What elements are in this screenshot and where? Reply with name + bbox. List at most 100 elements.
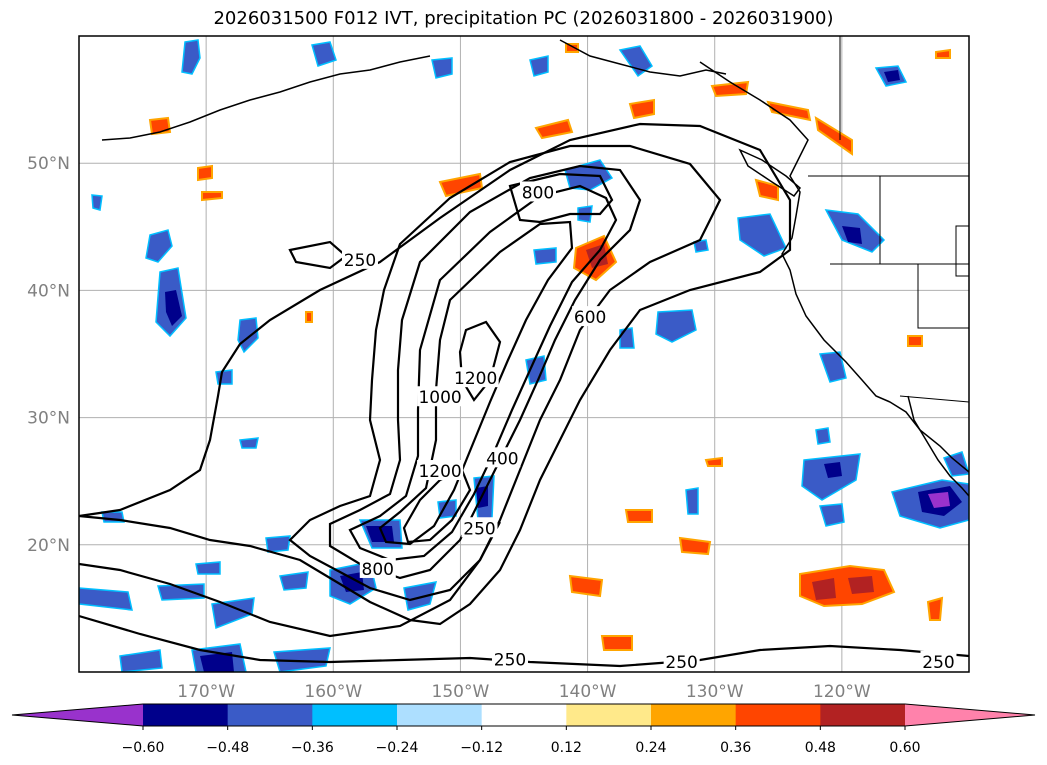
precip-area <box>534 118 574 140</box>
precip-area <box>215 369 233 385</box>
precip-area <box>311 41 337 67</box>
precip-area <box>200 652 234 672</box>
precip-area <box>239 437 259 449</box>
precip-area <box>815 427 831 445</box>
contour-label-bg <box>452 367 499 388</box>
ivt-contour-800 <box>348 184 618 562</box>
colorbar-segment <box>227 704 313 726</box>
contour-label: 400 <box>486 449 518 469</box>
precip-area <box>431 57 453 79</box>
contour-label: 1000 <box>418 388 461 408</box>
colorbar-tick-label: −0.12 <box>460 740 503 756</box>
colorbar-extend-min <box>12 704 143 726</box>
precip-area <box>181 39 201 75</box>
latitude-labels: 20°N 30°N 40°N 50°N <box>27 154 70 556</box>
precip-area <box>533 247 557 265</box>
lon-tick-label: 170°W <box>177 682 235 702</box>
precip-area <box>754 178 779 202</box>
lon-tick-label: 150°W <box>432 682 490 702</box>
alaska-coast <box>559 39 727 77</box>
colorbar-segment <box>481 704 567 726</box>
contour-label-bg <box>484 447 521 468</box>
state-borders <box>830 36 969 329</box>
colorbar-extend-max <box>905 704 1035 726</box>
contour-label-bg <box>417 386 464 407</box>
colorbar-tick-label: 0.24 <box>635 740 666 756</box>
precip-area <box>366 526 394 542</box>
colorbar: −0.60 −0.48 −0.36 −0.24 −0.12 0.12 0.24 0.36 0.4… <box>11 703 1036 756</box>
precip-area <box>237 317 259 354</box>
contour-label: 1200 <box>454 369 497 389</box>
lon-tick-label: 140°W <box>559 682 617 702</box>
colorbar-segment <box>397 704 483 726</box>
colorbar-tick-label: −0.36 <box>291 740 334 756</box>
contour-label-bg <box>359 557 396 578</box>
precip-area <box>525 355 547 385</box>
precip-area <box>928 492 950 508</box>
colorbar-tick-label: 0.36 <box>720 740 751 756</box>
ivt-contour-250-south <box>79 521 501 638</box>
colorbar-tick-label: −0.60 <box>122 740 165 756</box>
precip-area <box>403 581 438 611</box>
precip-area <box>812 578 836 600</box>
ivt-contour-400 <box>288 144 722 602</box>
precip-area <box>935 48 951 59</box>
precip-area <box>619 327 635 349</box>
precip-area <box>814 116 853 156</box>
mexico-border <box>899 395 969 403</box>
north-america-coast <box>699 61 969 473</box>
contour-label: 800 <box>522 183 554 203</box>
precip-area <box>79 587 133 611</box>
colorbar-segment <box>651 704 737 726</box>
precip-area <box>766 100 812 122</box>
contour-label: 1200 <box>418 462 461 482</box>
precip-area <box>710 80 750 98</box>
precip-area <box>437 499 457 519</box>
precip-area <box>737 213 788 257</box>
colorbar-tick-label: −0.24 <box>376 740 419 756</box>
colorbar-segment <box>143 704 229 726</box>
precip-area <box>305 311 313 323</box>
precip-area <box>568 574 604 598</box>
precip-area <box>157 583 205 601</box>
precip-area <box>704 456 723 467</box>
contour-label-bg <box>341 248 378 269</box>
precip-area <box>91 194 103 211</box>
precip-area <box>818 351 847 383</box>
ivt-contour-1000 <box>378 220 574 546</box>
chart-title: 2026031500 F012 IVT, precipitation PC (2… <box>213 8 834 29</box>
precip-area <box>201 191 223 202</box>
precipitation-field <box>79 39 969 672</box>
precip-area <box>529 55 549 77</box>
colorbar-tick-label: 0.48 <box>805 740 836 756</box>
precip-area <box>624 509 653 523</box>
lon-tick-label: 130°W <box>686 682 744 702</box>
contour-label-bg <box>492 648 529 669</box>
precip-area <box>165 290 182 326</box>
baja-coast <box>907 395 969 497</box>
contour-label: 250 <box>665 653 697 673</box>
colorbar-segment <box>820 704 906 726</box>
contour-label: 600 <box>574 308 606 328</box>
precip-area <box>565 43 579 53</box>
longitude-labels: 170°W 160°W 150°W 140°W 130°W 120°W <box>177 682 871 702</box>
contour-label: 250 <box>463 519 495 539</box>
colorbar-tick-label: −0.48 <box>206 740 249 756</box>
lat-tick-label: 20°N <box>27 536 70 556</box>
contour-label: 250 <box>344 251 376 271</box>
precip-area <box>685 487 699 515</box>
contour-label-bg <box>461 517 498 538</box>
precip-area <box>848 576 874 594</box>
precip-area <box>586 244 608 268</box>
precip-area <box>195 561 221 575</box>
ivt-contours <box>79 122 969 668</box>
colorbar-segment <box>735 704 821 726</box>
precip-area <box>273 647 331 672</box>
contour-label-bg <box>417 460 464 481</box>
vancouver-island <box>738 148 802 198</box>
precip-area <box>628 98 655 120</box>
lon-tick-label: 120°W <box>813 682 871 702</box>
ivt-contour-1200 <box>458 320 502 402</box>
ivt-contour-250-west <box>288 240 348 270</box>
